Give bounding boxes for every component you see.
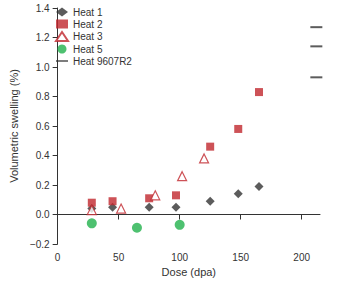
svg-text:100: 100 [171, 252, 188, 263]
svg-text:Heat 2: Heat 2 [73, 19, 103, 30]
svg-text:0.8: 0.8 [36, 91, 50, 102]
svg-text:1.2: 1.2 [36, 32, 50, 43]
svg-text:Heat 5: Heat 5 [73, 44, 103, 55]
svg-text:Dose (dpa): Dose (dpa) [162, 266, 216, 278]
svg-text:Heat 3: Heat 3 [73, 31, 103, 42]
svg-text:1.4: 1.4 [36, 3, 50, 14]
svg-text:200: 200 [293, 252, 310, 263]
svg-text:0.0: 0.0 [36, 209, 50, 220]
svg-text:50: 50 [113, 252, 125, 263]
svg-text:Heat 1: Heat 1 [73, 7, 103, 18]
svg-text:150: 150 [232, 252, 249, 263]
svg-text:0.2: 0.2 [36, 180, 50, 191]
svg-text:Volumetric swelling (%): Volumetric swelling (%) [8, 69, 20, 183]
svg-text:−0.2: −0.2 [30, 239, 50, 250]
svg-text:1.0: 1.0 [36, 62, 50, 73]
svg-text:0.6: 0.6 [36, 121, 50, 132]
svg-text:0.4: 0.4 [36, 150, 50, 161]
svg-text:0: 0 [55, 252, 61, 263]
svg-text:Heat 9607R2: Heat 9607R2 [73, 56, 132, 67]
